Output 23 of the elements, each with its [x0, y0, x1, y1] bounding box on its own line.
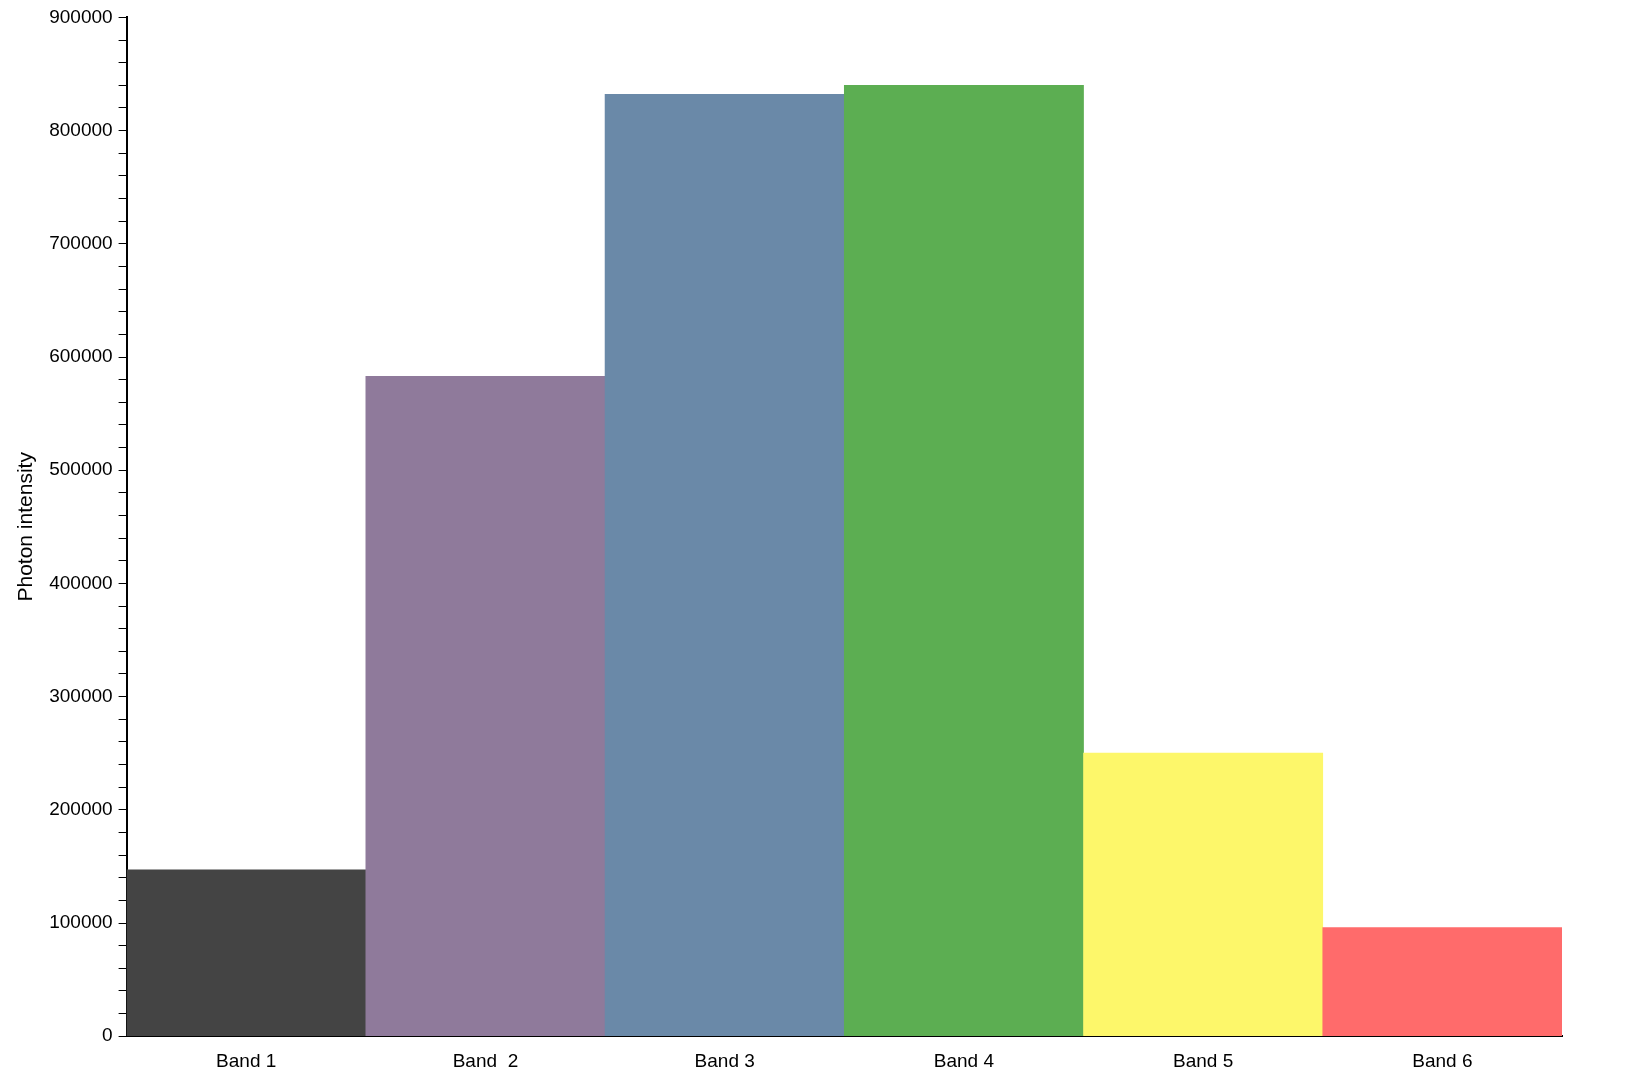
- y-tick-label: 600000: [49, 345, 113, 367]
- bar: [1322, 927, 1562, 1037]
- y-tick-label: 500000: [49, 458, 113, 480]
- bar: [1083, 752, 1324, 1037]
- bar: [126, 869, 367, 1037]
- x-tick-label: Band 2: [452, 1049, 519, 1071]
- x-tick-label: Band 5: [1173, 1049, 1234, 1071]
- bar: [365, 375, 606, 1037]
- x-tick-label: Band 1: [216, 1049, 277, 1071]
- bar: [843, 84, 1084, 1037]
- x-tick-label: Band 6: [1412, 1049, 1473, 1071]
- y-tick-label: 400000: [49, 571, 113, 593]
- y-tick-label: 300000: [49, 684, 113, 706]
- x-tick-label: Band 4: [933, 1049, 995, 1071]
- y-tick-label: 200000: [49, 798, 113, 820]
- y-tick-label: 900000: [49, 5, 113, 27]
- y-tick-label: 800000: [49, 118, 113, 140]
- y-tick-label: 700000: [49, 232, 113, 254]
- x-tick-label: Band 3: [694, 1049, 755, 1071]
- bar: [604, 94, 845, 1037]
- y-tick-label: 100000: [49, 911, 113, 933]
- y-axis-title: Photon intensity: [13, 451, 37, 602]
- y-tick-label: 0: [102, 1024, 113, 1046]
